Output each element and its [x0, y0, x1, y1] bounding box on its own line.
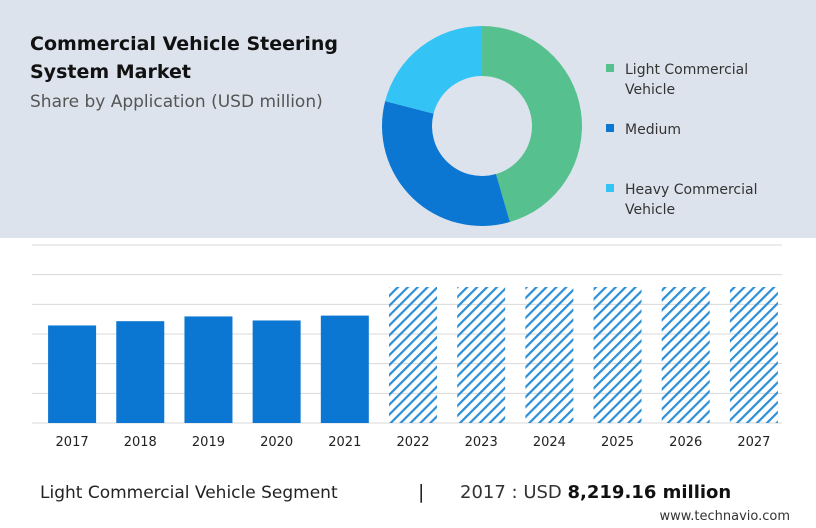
chart-subtitle: Share by Application (USD million): [30, 92, 323, 112]
stat-value: 8,219.16 million: [567, 482, 732, 503]
x-tick-label: 2020: [260, 435, 293, 450]
legend-label-light-commercial: Light Commercial Vehicle: [625, 60, 795, 100]
legend-label-heavy-commercial: Heavy Commercial Vehicle: [625, 180, 795, 220]
legend-swatch-heavy-commercial: [606, 184, 614, 192]
donut-slice-medium: [382, 101, 510, 226]
legend-label-line: Light Commercial: [625, 62, 749, 78]
footer-stat: 2017 : USD 8,219.16 million: [460, 482, 731, 503]
bar-2021: [320, 315, 369, 423]
donut-slice-light-commercial-vehicle: [482, 26, 582, 223]
bar-forecast-2027: [729, 287, 778, 423]
bar-forecast-2023: [457, 287, 506, 423]
donut-slice-heavy-commercial-vehicle: [385, 26, 482, 114]
x-tick-label: 2021: [328, 435, 361, 450]
x-tick-label: 2024: [533, 435, 566, 450]
bar-2017: [48, 325, 97, 423]
bar-chart: 2017 2018 2019 2020 2021 2022 2023 2024 2025 2026…: [32, 244, 782, 450]
legend-label-line: Heavy Commercial: [625, 182, 758, 198]
footer-separator: |: [418, 481, 425, 503]
x-tick-label: 2023: [465, 435, 498, 450]
legend-swatch-medium: [606, 124, 614, 132]
legend-label-medium: Medium: [625, 120, 795, 140]
x-tick-label: 2022: [396, 435, 429, 450]
bar-forecast-2025: [593, 287, 642, 423]
x-tick-label: 2019: [192, 435, 225, 450]
legend-label-line: Vehicle: [625, 202, 676, 218]
stat-prefix: 2017 : USD: [460, 482, 562, 503]
bar-2018: [116, 321, 165, 423]
segment-label: Light Commercial Vehicle Segment: [40, 483, 338, 503]
legend-swatch-light-commercial: [606, 64, 614, 72]
bar-forecast-2024: [525, 287, 574, 423]
bar-forecast-2022: [389, 287, 437, 423]
legend-label-line: Vehicle: [625, 82, 676, 98]
x-tick-label: 2026: [669, 435, 702, 450]
chart-title: Commercial Vehicle Steering System Marke…: [30, 33, 338, 83]
bar-2020: [252, 320, 301, 423]
x-tick-label: 2027: [737, 435, 770, 450]
watermark: www.technavio.com: [659, 509, 790, 524]
legend-label-line: Medium: [625, 122, 681, 138]
bar-forecast-2026: [661, 287, 710, 423]
donut-chart: [382, 26, 582, 226]
x-tick-label: 2017: [56, 435, 89, 450]
x-tick-label: 2018: [124, 435, 157, 450]
x-tick-label: 2025: [601, 435, 634, 450]
bar-2019: [184, 316, 233, 423]
